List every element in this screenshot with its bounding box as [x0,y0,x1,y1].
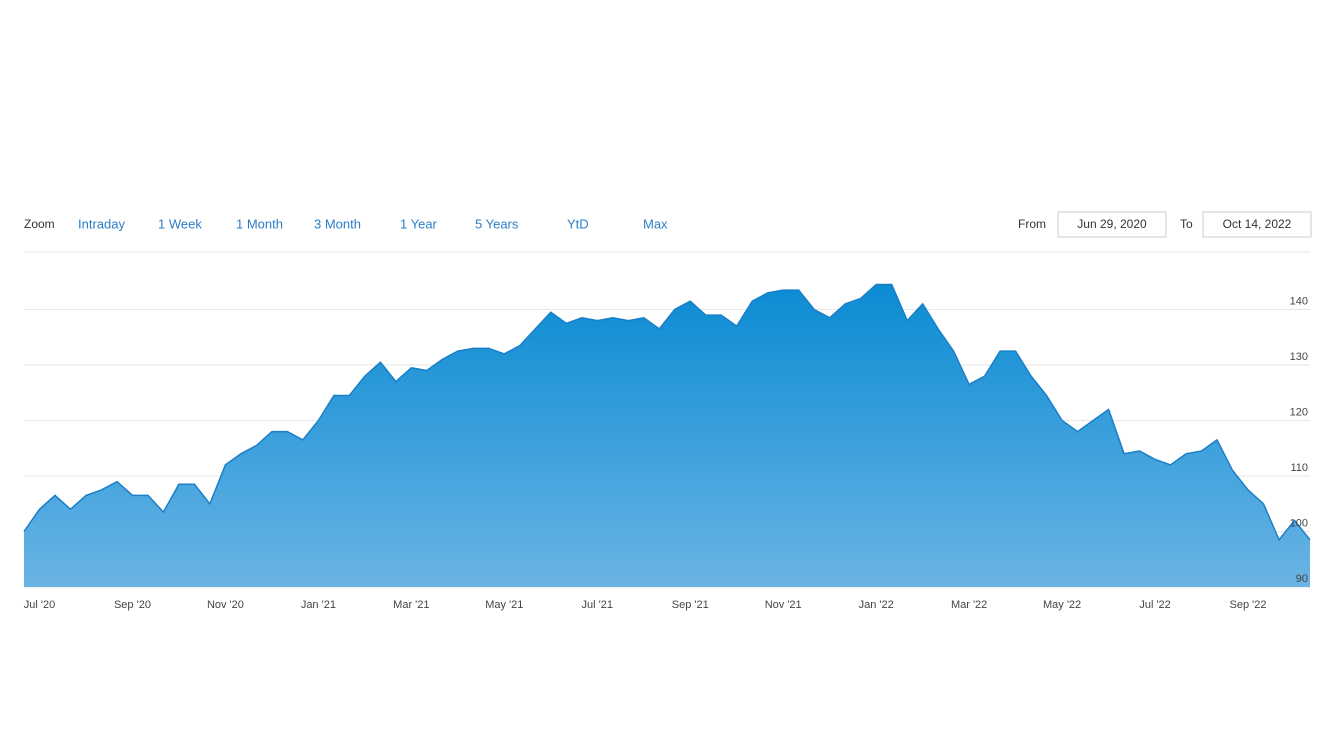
zoom-option[interactable]: 3 Month [314,216,361,231]
to-input[interactable] [1202,211,1312,238]
x-tick-label: Mar '22 [951,599,987,611]
x-tick-label: Jan '21 [301,599,336,611]
zoom-option[interactable]: 1 Month [236,216,283,231]
x-tick-label: Nov '20 [207,599,244,611]
to-date[interactable]: Oct 14, 2022 [1223,217,1292,231]
x-tick-label: Sep '22 [1230,599,1267,611]
x-tick-label: Sep '20 [114,599,151,611]
zoom-option[interactable]: 1 Week [158,216,202,231]
y-tick-label: 140 [1290,295,1308,307]
zoom-option[interactable]: 1 Year [400,216,438,231]
from-date[interactable]: Jun 29, 2020 [1077,217,1147,231]
y-tick-label: 120 [1290,406,1308,418]
x-tick-label: Jul '22 [1139,599,1170,611]
y-tick-label: 90 [1296,573,1308,585]
area-fill [24,284,1310,587]
zoom-option[interactable]: Max [643,216,668,231]
zoom-option[interactable]: Intraday [78,216,125,231]
to-label: To [1180,217,1193,231]
zoom-option[interactable]: YtD [567,216,589,231]
x-tick-label: Jul '20 [24,599,55,611]
x-tick-label: May '21 [485,599,523,611]
y-tick-label: 130 [1290,351,1308,363]
x-tick-label: Nov '21 [765,599,802,611]
from-input[interactable] [1057,211,1167,238]
y-tick-label: 100 [1290,517,1308,529]
zoom-option[interactable]: 5 Years [475,216,519,231]
x-tick-label: Jul '21 [582,599,613,611]
price-line [23,283,1311,542]
x-tick-label: May '22 [1043,599,1081,611]
x-tick-label: Sep '21 [672,599,709,611]
y-tick-label: 110 [1290,462,1308,474]
x-tick-label: Mar '21 [393,599,429,611]
from-label: From [1018,217,1046,231]
zoom-label: Zoom [24,217,55,231]
x-tick-label: Jan '22 [859,599,894,611]
